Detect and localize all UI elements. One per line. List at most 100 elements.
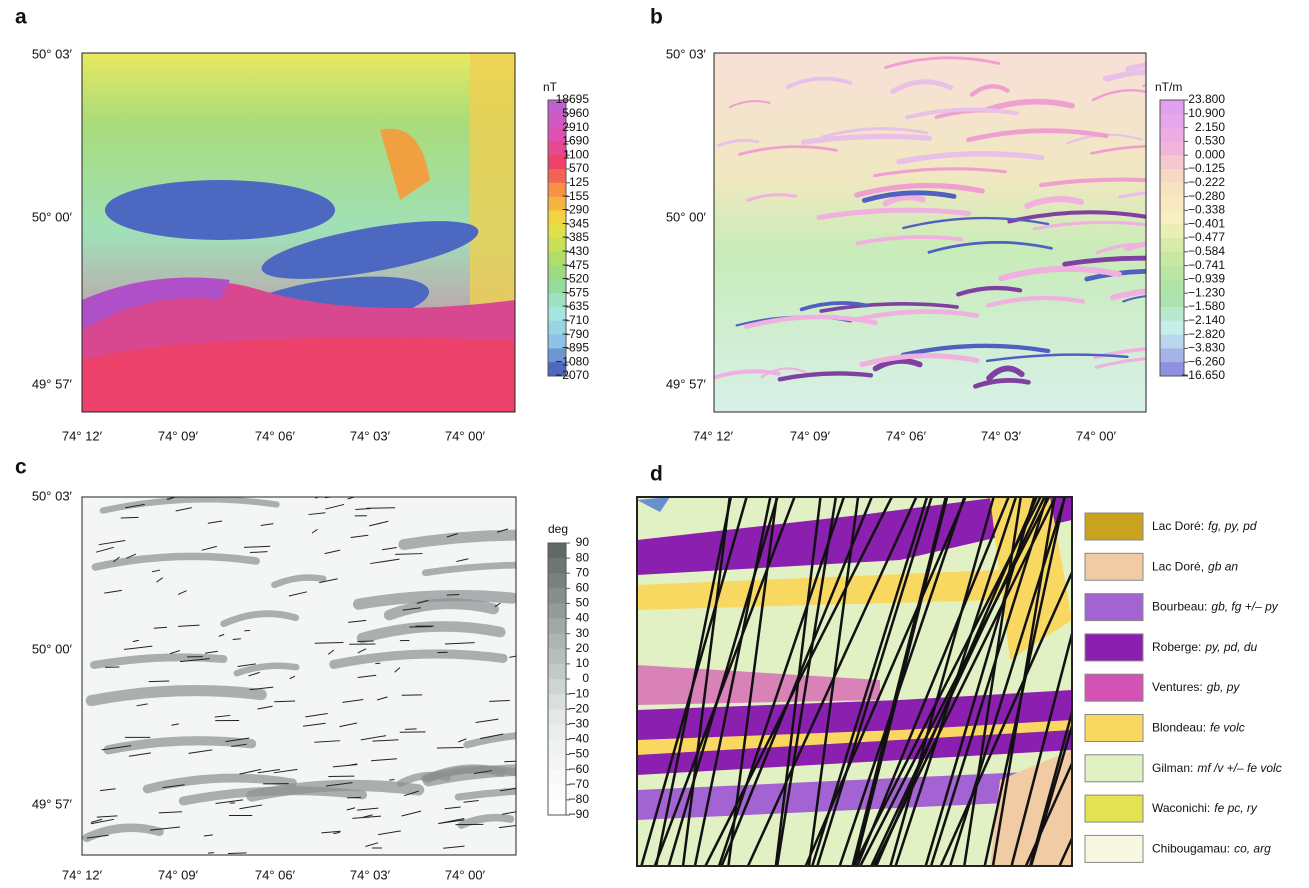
- colorbar-label: −430: [562, 244, 589, 258]
- contour: [375, 663, 380, 664]
- longitude-label: 74° 00′: [1076, 428, 1117, 443]
- colorbar-label: −0.741: [1188, 258, 1225, 272]
- colorbar-segment: [548, 770, 566, 786]
- longitude-label: 74° 00′: [445, 428, 486, 443]
- longitude-label: 74° 09′: [158, 428, 199, 443]
- colorbar-label: −1080: [555, 354, 589, 368]
- colorbar-segment: [548, 709, 566, 725]
- colorbar-label: 5960: [562, 106, 589, 120]
- latitude-label: 50° 00′: [32, 209, 73, 224]
- panel-label: c: [15, 456, 27, 479]
- colorbar-label: 10: [576, 656, 590, 670]
- contour: [347, 797, 361, 798]
- colorbar-label: −475: [562, 258, 589, 272]
- colorbar-label: 0.530: [1195, 134, 1225, 148]
- legend-code: fg, py, pd: [1208, 519, 1257, 533]
- colorbar-segment: [1160, 114, 1184, 128]
- colorbar-label: −90: [569, 807, 590, 821]
- legend-code: gb, py: [1207, 680, 1241, 694]
- colorbar-label: 125: [569, 175, 589, 189]
- legend-entry: Gilman:mf /v +/– fe volc: [1152, 761, 1282, 775]
- legend-entry: Chibougamau:co, arg: [1152, 842, 1271, 856]
- longitude-label: 74° 03′: [350, 428, 391, 443]
- contour: [228, 853, 247, 854]
- colorbar-segment: [548, 634, 566, 650]
- colorbar-label: −290: [562, 203, 589, 217]
- longitude-label: 74° 03′: [981, 428, 1022, 443]
- latitude-label: 50° 03′: [32, 46, 73, 61]
- colorbar-label: −1.580: [1188, 299, 1225, 313]
- colorbar-label: 40: [576, 611, 590, 625]
- colorbar-segment: [1160, 293, 1184, 307]
- legend-name: Lac Doré,: [1152, 559, 1204, 573]
- legend-swatch: [1085, 755, 1143, 782]
- legend-entry: Waconichi: fe pc, ry: [1152, 801, 1258, 815]
- colorbar-label: −0.222: [1188, 175, 1225, 189]
- legend-entry: Ventures: gb, py: [1152, 680, 1240, 694]
- legend-entry: Lac Doré: fg, py, pd: [1152, 519, 1257, 533]
- colorbar-label: −710: [562, 313, 589, 327]
- colorbar-label: −60: [569, 762, 590, 776]
- legend-swatch: [1085, 513, 1143, 540]
- colorbar-label: −0.338: [1188, 203, 1225, 217]
- colorbar-label: 60: [576, 581, 590, 595]
- legend-name: Chibougamau:: [1152, 842, 1230, 856]
- longitude-label: 74° 06′: [255, 428, 296, 443]
- colorbar-label: −345: [562, 216, 589, 230]
- colorbar-label: −790: [562, 327, 589, 341]
- legend-code: fe pc, ry: [1214, 801, 1258, 815]
- colorbar-segment: [1160, 348, 1184, 362]
- colorbar-label: −2070: [555, 368, 589, 382]
- colorbar-label: −16.650: [1181, 368, 1225, 382]
- colorbar-segment: [1160, 141, 1184, 155]
- colorbar-segment: [548, 739, 566, 755]
- colorbar-segment: [548, 664, 566, 680]
- colorbar-label: −520: [562, 272, 589, 286]
- panel-label: a: [15, 6, 27, 29]
- longitude-label: 74° 06′: [886, 428, 927, 443]
- contour: [208, 853, 214, 854]
- colorbar-segment: [1160, 183, 1184, 197]
- colorbar-label: −895: [562, 341, 589, 355]
- legend-name: Bourbeau:: [1152, 600, 1207, 614]
- legend-name: Lac Doré:: [1152, 519, 1204, 533]
- legend-entry: Lac Doré,gb an: [1152, 559, 1238, 573]
- legend-swatch: [1085, 594, 1143, 621]
- colorbar-label: −1.230: [1188, 285, 1225, 299]
- colorbar-label: −2.140: [1188, 313, 1225, 327]
- contour: [149, 681, 170, 682]
- colorbar-label: 18695: [556, 92, 590, 106]
- colorbar-label: −0.584: [1188, 244, 1225, 258]
- longitude-label: 74° 12′: [693, 428, 734, 443]
- colorbar-segment: [1160, 128, 1184, 142]
- latitude-label: 49° 57′: [32, 376, 73, 391]
- longitude-label: 74° 12′: [62, 867, 103, 882]
- colorbar-unit: nT/m: [1155, 80, 1182, 94]
- legend-name: Ventures:: [1152, 680, 1203, 694]
- longitude-label: 74° 00′: [445, 867, 486, 882]
- colorbar-label: 570: [569, 161, 589, 175]
- colorbar-label: 0: [582, 671, 589, 685]
- colorbar-label: −385: [562, 230, 589, 244]
- latitude-label: 50° 00′: [666, 209, 707, 224]
- colorbar-segment: [548, 785, 566, 801]
- legend-name: Waconichi:: [1152, 801, 1210, 815]
- panel-label: b: [650, 6, 663, 29]
- latitude-label: 49° 57′: [666, 376, 707, 391]
- colorbar-segment: [1160, 307, 1184, 321]
- colorbar-segment: [1160, 335, 1184, 349]
- colorbar-segment: [1160, 210, 1184, 224]
- colorbar-segment: [548, 558, 566, 574]
- panel-label: d: [650, 463, 663, 486]
- colorbar-label: 70: [576, 565, 590, 579]
- colorbar-label: −0.125: [1188, 161, 1225, 175]
- colorbar-segment: [1160, 197, 1184, 211]
- colorbar-segment: [548, 755, 566, 771]
- legend-swatch: [1085, 835, 1143, 862]
- colorbar-label: −6.260: [1188, 354, 1225, 368]
- longitude-label: 74° 03′: [350, 867, 391, 882]
- colorbar-label: −155: [562, 189, 589, 203]
- longitude-label: 74° 09′: [790, 428, 831, 443]
- latitude-label: 50° 03′: [32, 488, 73, 503]
